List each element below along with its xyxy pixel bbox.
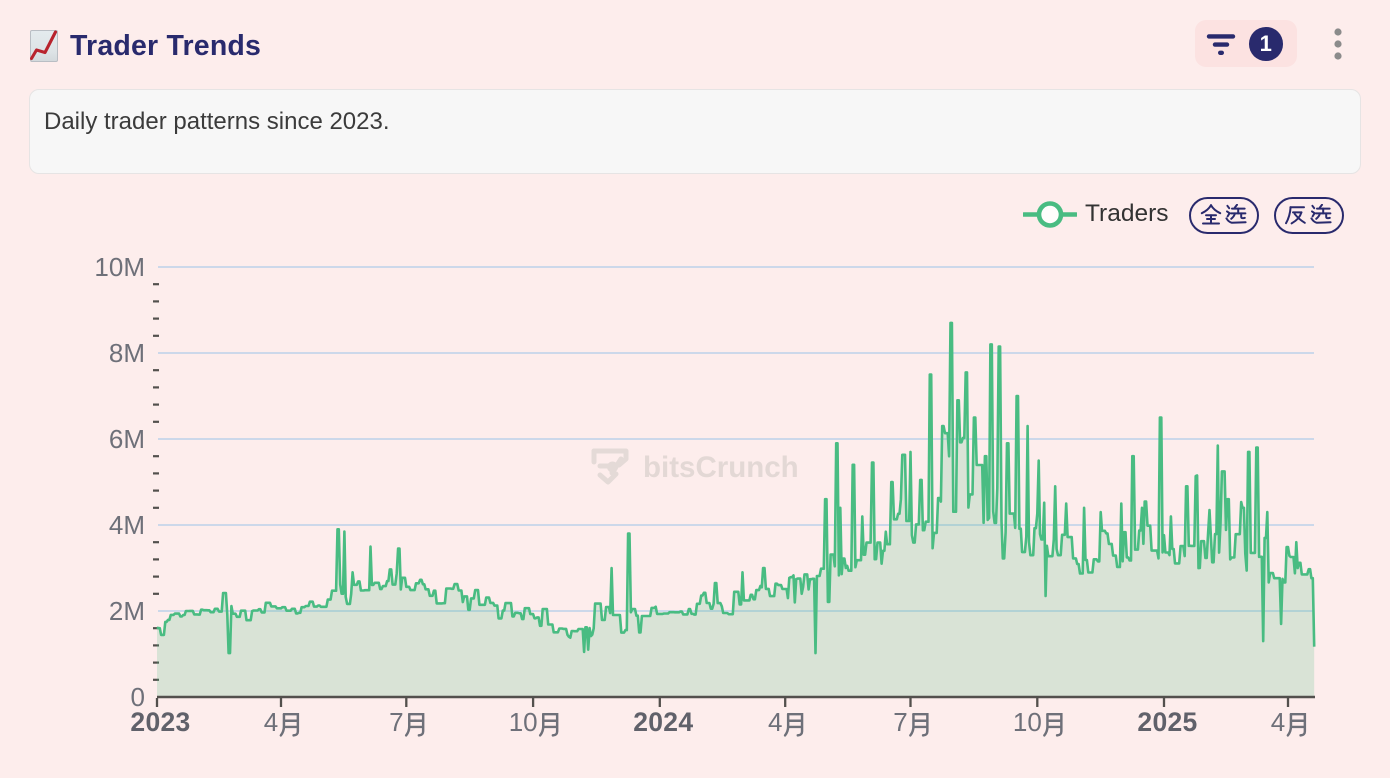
svg-text:4: 4 [1271, 707, 1285, 737]
svg-text:7: 7 [389, 707, 403, 737]
svg-text:6M: 6M [109, 424, 145, 454]
svg-text:7: 7 [893, 707, 907, 737]
svg-text:2023: 2023 [130, 707, 190, 737]
svg-text:2024: 2024 [633, 707, 693, 737]
svg-text:2025: 2025 [1137, 707, 1197, 737]
svg-text:0: 0 [131, 682, 145, 712]
svg-text:4: 4 [264, 707, 278, 737]
svg-text:2M: 2M [109, 596, 145, 626]
svg-text:10: 10 [1013, 707, 1042, 737]
svg-text:4M: 4M [109, 510, 145, 540]
svg-text:10M: 10M [94, 252, 145, 282]
svg-text:10: 10 [509, 707, 538, 737]
svg-text:4: 4 [768, 707, 782, 737]
svg-text:bitsCrunch: bitsCrunch [643, 451, 799, 484]
svg-text:8M: 8M [109, 338, 145, 368]
